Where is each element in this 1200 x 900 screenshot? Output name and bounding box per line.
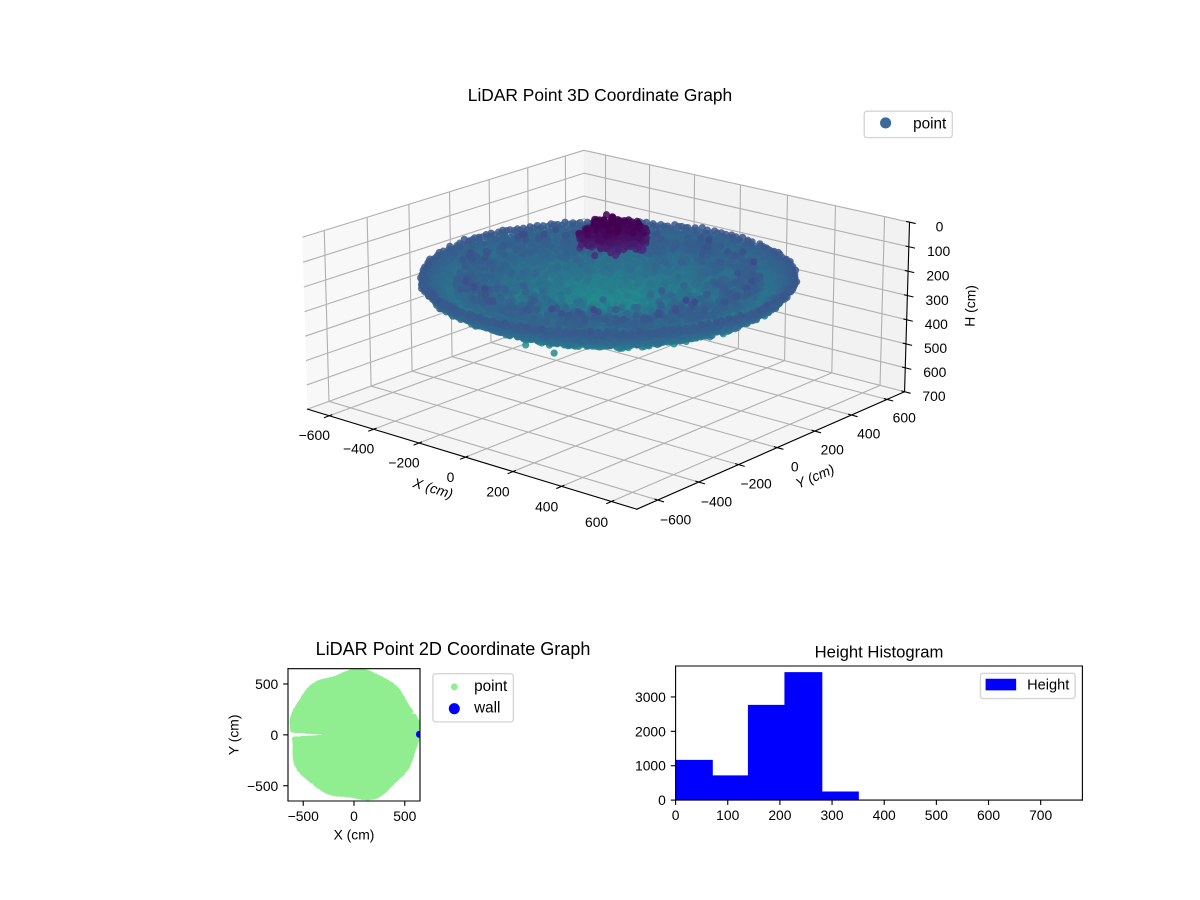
svg-text:2000: 2000 [635,723,666,739]
svg-text:200: 200 [926,267,949,283]
svg-text:0: 0 [447,469,455,485]
svg-text:300: 300 [926,292,949,308]
svg-text:0: 0 [936,218,944,234]
svg-text:point: point [474,678,508,695]
svg-text:LiDAR Point 2D Coordinate Grap: LiDAR Point 2D Coordinate Graph [316,639,591,659]
svg-text:Y (cm): Y (cm) [226,715,242,756]
svg-text:wall: wall [473,700,500,717]
svg-text:600: 600 [893,409,916,425]
svg-text:H (cm): H (cm) [962,285,979,327]
svg-text:700: 700 [922,388,945,404]
svg-text:−500: −500 [247,778,279,794]
svg-text:Height: Height [1027,678,1069,694]
svg-text:400: 400 [535,499,558,515]
svg-text:0: 0 [672,807,680,823]
svg-text:500: 500 [393,808,416,824]
svg-text:500: 500 [925,807,948,823]
svg-text:700: 700 [1029,807,1052,823]
svg-text:400: 400 [925,316,948,332]
svg-text:−600: −600 [299,427,331,443]
svg-text:600: 600 [585,514,608,530]
svg-text:200: 200 [486,484,509,500]
svg-text:200: 200 [821,442,844,458]
svg-text:−600: −600 [660,512,692,528]
svg-text:400: 400 [857,425,880,441]
svg-text:−500: −500 [288,808,320,824]
svg-text:500: 500 [255,676,278,692]
svg-text:3000: 3000 [635,689,666,705]
svg-text:300: 300 [820,807,843,823]
svg-text:X (cm): X (cm) [334,826,375,842]
svg-text:−200: −200 [388,455,420,471]
svg-text:100: 100 [927,243,950,259]
svg-text:0: 0 [271,727,279,743]
svg-text:600: 600 [923,364,946,380]
svg-text:500: 500 [924,340,947,356]
svg-text:200: 200 [768,807,791,823]
svg-text:−400: −400 [343,441,375,457]
svg-text:point: point [913,115,947,132]
svg-text:0: 0 [791,458,799,474]
svg-text:0: 0 [658,792,666,808]
svg-text:400: 400 [873,807,896,823]
svg-text:−400: −400 [701,493,733,509]
svg-text:600: 600 [977,807,1000,823]
svg-text:100: 100 [716,807,739,823]
svg-text:0: 0 [350,808,358,824]
svg-text:−200: −200 [741,476,773,492]
svg-text:1000: 1000 [635,758,666,774]
svg-text:LiDAR Point 3D Coordinate Grap: LiDAR Point 3D Coordinate Graph [468,85,732,105]
svg-text:Height Histogram: Height Histogram [815,643,944,662]
